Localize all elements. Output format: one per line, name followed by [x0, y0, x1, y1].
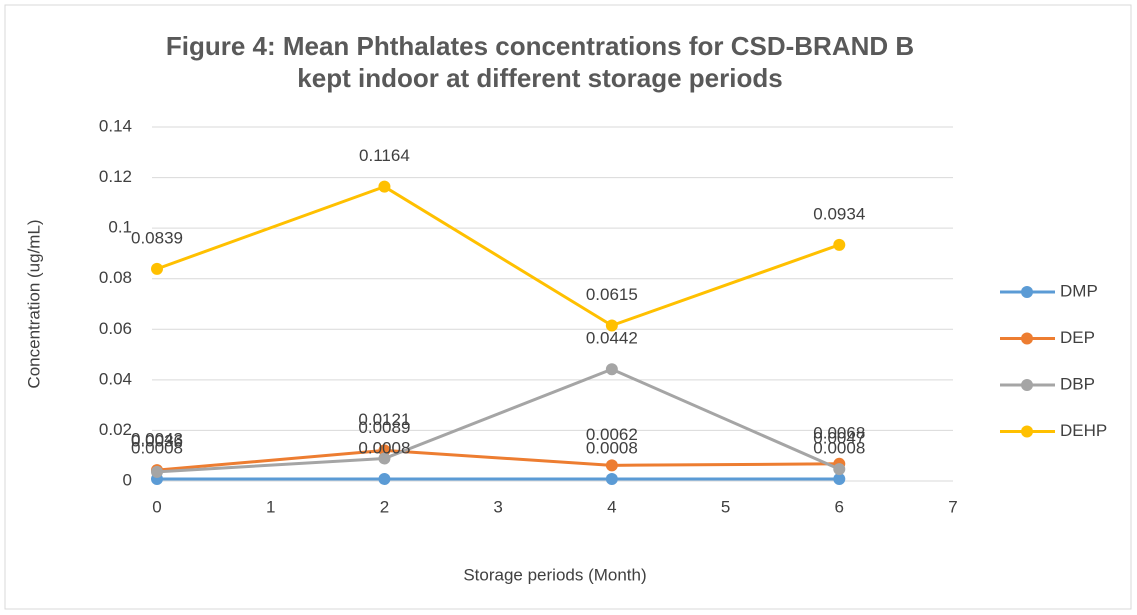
chart-title: Figure 4: Mean Phthalates concentrations…: [165, 31, 915, 93]
point: [605, 459, 618, 472]
x-tick-label: 1: [266, 497, 275, 516]
point: [605, 363, 618, 376]
data-label: 0.0062: [586, 425, 638, 444]
point: [833, 472, 846, 485]
data-label: 0.0008: [131, 438, 183, 457]
point: [605, 472, 618, 485]
data-label: 0.0008: [813, 438, 865, 457]
y-tick-label: 0.1: [108, 218, 132, 237]
legend-marker: [1021, 425, 1033, 438]
data-label: 0.0442: [586, 329, 638, 348]
point: [151, 262, 163, 275]
y-tick-label: 0.12: [99, 167, 132, 186]
chart-border: [4, 4, 1132, 610]
legend-label: DMP: [1060, 281, 1098, 300]
legend-label: DEHP: [1060, 421, 1107, 440]
series-line: [156, 185, 840, 328]
data-label: 0.0615: [586, 285, 638, 304]
x-tick-label: 3: [493, 497, 502, 516]
y-tick-label: 0.02: [99, 420, 132, 439]
data-label: 0.0068: [813, 423, 865, 442]
data-label: 0.0089: [358, 418, 410, 437]
data-label: 0.0036: [131, 431, 183, 450]
data-label: 0.0934: [813, 204, 865, 223]
legend-label: DEP: [1060, 328, 1095, 347]
x-tick-label: 0: [152, 497, 161, 516]
data-label: 0.0839: [131, 228, 183, 247]
legend-marker: [1021, 332, 1033, 345]
point: [378, 472, 391, 485]
x-tick-label: 4: [607, 497, 616, 516]
point: [605, 319, 618, 332]
data-label: 0.0047: [813, 429, 865, 448]
point: [833, 463, 846, 476]
point: [378, 180, 391, 193]
x-axis-title: Storage periods (Month): [463, 565, 646, 584]
x-tick-label: 6: [835, 497, 844, 516]
x-tick-label: 2: [380, 497, 389, 516]
y-axis-title: Concentration (ug/mL): [24, 219, 43, 388]
data-label: 0.0008: [586, 438, 638, 457]
data-label: 0.1164: [359, 146, 410, 165]
data-label: 0.0121: [358, 410, 410, 429]
series-line: [156, 448, 840, 472]
point: [378, 452, 391, 465]
x-tick-label: 7: [948, 497, 957, 516]
y-tick-label: 0.06: [99, 319, 132, 338]
data-label: 0.0043: [131, 430, 183, 449]
y-tick-label: 0: [123, 470, 132, 489]
legend-marker: [1021, 286, 1033, 298]
x-tick-label: 5: [721, 497, 730, 516]
y-tick-label: 0.14: [99, 116, 132, 135]
y-tick-label: 0.08: [99, 268, 132, 287]
point: [833, 238, 846, 251]
y-tick-label: 0.04: [99, 369, 132, 388]
legend-marker: [1021, 379, 1033, 391]
series-line: [156, 367, 840, 474]
legend-label: DBP: [1060, 374, 1095, 393]
data-label: 0.0008: [358, 438, 410, 457]
point: [151, 465, 163, 478]
